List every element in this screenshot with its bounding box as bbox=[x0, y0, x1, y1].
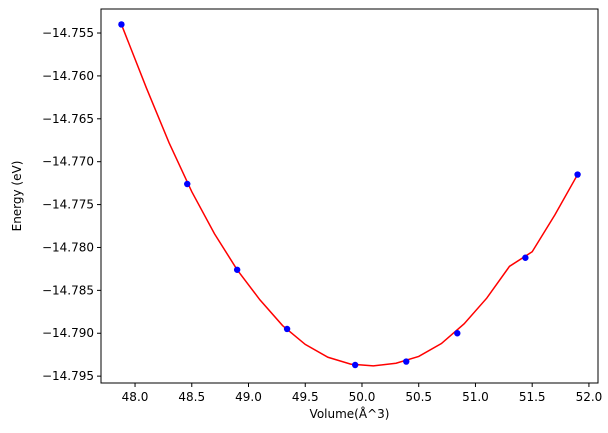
data-point bbox=[118, 21, 125, 28]
data-point bbox=[522, 254, 529, 261]
x-tick-label: 52.0 bbox=[576, 390, 603, 404]
data-point bbox=[283, 325, 291, 333]
data-point bbox=[403, 358, 410, 365]
data-point bbox=[351, 361, 359, 369]
fit-curve-layer bbox=[120, 24, 579, 367]
y-tick-label: −14.795 bbox=[42, 369, 94, 383]
y-axis-label: Energy (eV) bbox=[10, 161, 24, 232]
data-point bbox=[454, 330, 461, 337]
y-tick-label: −14.785 bbox=[42, 283, 94, 297]
y-tick-label: −14.770 bbox=[42, 155, 94, 169]
x-tick-label: 50.5 bbox=[405, 390, 432, 404]
x-tick-label: 49.5 bbox=[292, 390, 319, 404]
data-point bbox=[184, 180, 191, 188]
y-tick-label: −14.790 bbox=[42, 326, 94, 340]
x-tick-label: 50.0 bbox=[349, 390, 376, 404]
plot-frame bbox=[100, 8, 599, 384]
y-tick-label: −14.760 bbox=[42, 69, 94, 83]
y-tick-label: −14.755 bbox=[42, 26, 94, 40]
x-tick-label: 48.0 bbox=[122, 390, 149, 404]
y-tick-label: −14.775 bbox=[42, 198, 94, 212]
y-tick-label: −14.765 bbox=[42, 112, 94, 126]
x-tick-label: 51.5 bbox=[519, 390, 546, 404]
x-axis-ticks: 48.0 48.5 49.0 49.5 50.0 50.5 51.0 51.5 52.0 bbox=[122, 383, 603, 404]
data-point bbox=[574, 171, 581, 178]
data-point bbox=[233, 266, 241, 273]
y-tick-label: −14.780 bbox=[42, 240, 94, 254]
y-axis-ticks: −14.755 −14.760 −14.765 −14.770 −14.775 −14.7… bbox=[42, 26, 101, 383]
x-axis-label: Volume(Å^3) bbox=[310, 406, 390, 421]
fit-curve bbox=[120, 24, 579, 367]
x-tick-label: 51.0 bbox=[462, 390, 489, 404]
data-points-layer bbox=[118, 21, 581, 369]
plot-area bbox=[101, 9, 598, 383]
x-tick-label: 49.0 bbox=[235, 390, 262, 404]
x-tick-label: 48.5 bbox=[178, 390, 205, 404]
